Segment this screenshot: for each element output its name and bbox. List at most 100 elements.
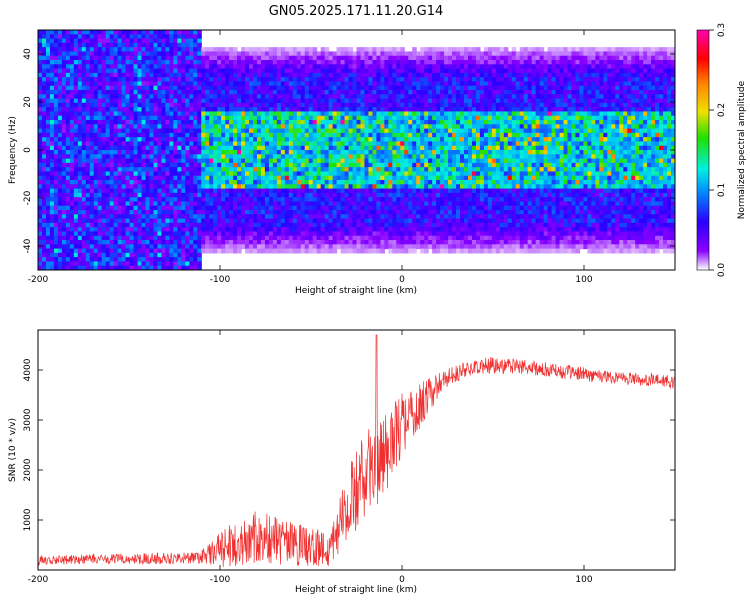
heatmap-cell <box>177 210 182 215</box>
heatmap-cell <box>420 244 425 250</box>
heatmap-cell <box>328 77 334 83</box>
heatmap-cell <box>185 205 190 211</box>
heatmap-cell <box>280 47 286 53</box>
heatmap-cell <box>380 47 385 53</box>
heatmap-cell <box>316 214 322 220</box>
heatmap-cell <box>197 252 202 258</box>
heatmap-cell <box>38 132 43 138</box>
heatmap-cell <box>268 94 274 100</box>
heatmap-cell <box>61 261 67 267</box>
heatmap-cell <box>97 231 103 237</box>
heatmap-cell <box>121 218 127 224</box>
heatmap-cell <box>77 222 83 228</box>
heatmap-cell <box>73 90 79 95</box>
heatmap-cell <box>368 72 374 78</box>
heatmap-cell <box>356 107 362 113</box>
heatmap-cell <box>141 128 147 134</box>
heatmap-cell <box>296 47 302 53</box>
heatmap-cell <box>109 210 115 215</box>
heatmap-cell <box>157 145 163 151</box>
heatmap-cell <box>217 77 222 83</box>
heatmap-cell <box>316 85 322 91</box>
heatmap-cell <box>276 47 282 53</box>
heatmap-cell <box>185 201 190 207</box>
heatmap-cell <box>412 47 417 53</box>
heatmap-cell <box>197 244 202 250</box>
heatmap-cell <box>396 201 401 207</box>
heatmap-cell <box>400 60 405 65</box>
heatmap-cell <box>328 98 334 104</box>
heatmap-cell <box>213 120 218 125</box>
heatmap-cell <box>57 47 63 53</box>
heatmap-cell <box>45 102 51 108</box>
heatmap-cell <box>157 214 163 220</box>
heatmap-cell <box>137 124 143 130</box>
heatmap-cell <box>380 68 385 74</box>
heatmap-cell <box>109 244 115 250</box>
heatmap-cell <box>113 205 119 211</box>
heatmap-cell <box>189 72 194 78</box>
heatmap-cell <box>328 167 334 173</box>
heatmap-cell <box>233 94 238 100</box>
heatmap-cell <box>388 94 393 100</box>
heatmap-cell <box>268 235 274 241</box>
heatmap-cell <box>328 55 334 61</box>
heatmap-cell <box>205 77 210 83</box>
heatmap-cell <box>300 85 306 91</box>
heatmap-cell <box>89 47 95 53</box>
heatmap-cell <box>296 167 302 173</box>
heatmap-cell <box>416 55 421 61</box>
heatmap-cell <box>93 42 99 48</box>
heatmap-cell <box>85 102 91 108</box>
heatmap-cell <box>364 222 370 228</box>
heatmap-cell <box>245 94 250 100</box>
heatmap-cell <box>205 214 210 220</box>
heatmap-cell <box>304 47 310 53</box>
heatmap-cell <box>292 184 298 190</box>
heatmap-cell <box>260 171 266 177</box>
heatmap-cell <box>292 171 298 177</box>
heatmap-cell <box>332 158 338 164</box>
heatmap-cell <box>181 34 186 40</box>
heatmap-cell <box>404 81 409 87</box>
heatmap-cell <box>233 102 238 108</box>
heatmap-cell <box>312 150 318 155</box>
heatmap-cell <box>149 115 155 121</box>
heatmap-cell <box>416 107 421 113</box>
heatmap-cell <box>133 128 139 134</box>
heatmap-cell <box>380 60 385 65</box>
heatmap-cell <box>177 145 182 151</box>
heatmap-cell <box>316 111 322 117</box>
heatmap-cell <box>249 222 254 228</box>
heatmap-cell <box>372 51 378 57</box>
heatmap-cell <box>384 55 389 61</box>
heatmap-cell <box>73 235 79 241</box>
heatmap-cell <box>109 184 115 190</box>
heatmap-cell <box>264 137 270 143</box>
heatmap-cell <box>304 197 310 203</box>
heatmap-cell <box>348 137 354 143</box>
heatmap-cell <box>380 64 385 70</box>
heatmap-cell <box>193 38 198 44</box>
heatmap-cell <box>69 81 75 87</box>
heatmap-cell <box>177 188 182 194</box>
heatmap-cell <box>217 162 222 168</box>
heatmap-cell <box>372 240 378 245</box>
heatmap-cell <box>308 115 314 121</box>
heatmap-cell <box>73 107 79 113</box>
heatmap-cell <box>288 64 294 70</box>
heatmap-cell <box>81 180 87 185</box>
heatmap-cell <box>41 188 47 194</box>
heatmap-cell <box>81 158 87 164</box>
heatmap-cell <box>189 162 194 168</box>
heatmap-cell <box>276 218 282 224</box>
heatmap-cell <box>404 115 409 121</box>
heatmap-cell <box>380 81 385 87</box>
heatmap-cell <box>81 68 87 74</box>
heatmap-cell <box>241 55 246 61</box>
heatmap-cell <box>201 77 206 83</box>
heatmap-cell <box>45 167 51 173</box>
heatmap-cell <box>320 51 326 57</box>
heatmap-cell <box>61 137 67 143</box>
heatmap-cell <box>221 132 226 138</box>
